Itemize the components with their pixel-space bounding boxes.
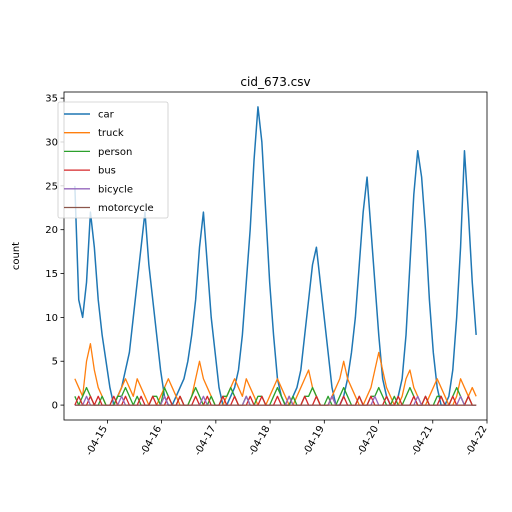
y-tick-label: 25 bbox=[45, 181, 58, 192]
y-tick-label: 35 bbox=[45, 94, 58, 105]
series-line-truck bbox=[74, 343, 477, 406]
legend-label-truck: truck bbox=[98, 128, 124, 139]
series-line-car bbox=[74, 106, 477, 406]
legend-label-car: car bbox=[98, 110, 115, 121]
chart-title: cid_673.csv bbox=[240, 75, 310, 89]
y-tick-label: 5 bbox=[52, 357, 58, 368]
y-axis-label: count bbox=[11, 242, 22, 270]
x-tick-label: -04-18 bbox=[247, 424, 273, 458]
x-tick-label: -04-21 bbox=[410, 424, 436, 458]
x-tick-label: -04-17 bbox=[193, 424, 219, 458]
x-tick-label: -04-15 bbox=[84, 424, 110, 458]
x-tick-label: -04-16 bbox=[138, 424, 164, 458]
legend-label-bicycle: bicycle bbox=[98, 184, 133, 195]
plot-frame bbox=[63, 91, 488, 421]
y-tick-label: 30 bbox=[45, 137, 58, 148]
legend-label-bus: bus bbox=[98, 166, 116, 177]
x-tick-label: -04-19 bbox=[301, 424, 327, 458]
x-tick-label: -04-20 bbox=[355, 424, 381, 458]
y-tick-label: 0 bbox=[52, 401, 58, 412]
y-tick-label: 20 bbox=[45, 225, 58, 236]
y-tick-label: 15 bbox=[45, 269, 58, 280]
legend-label-motorcycle: motorcycle bbox=[98, 203, 154, 214]
legend-label-person: person bbox=[98, 147, 132, 158]
y-tick-label: 10 bbox=[45, 313, 58, 324]
x-tick-label: -04-22 bbox=[464, 424, 490, 458]
